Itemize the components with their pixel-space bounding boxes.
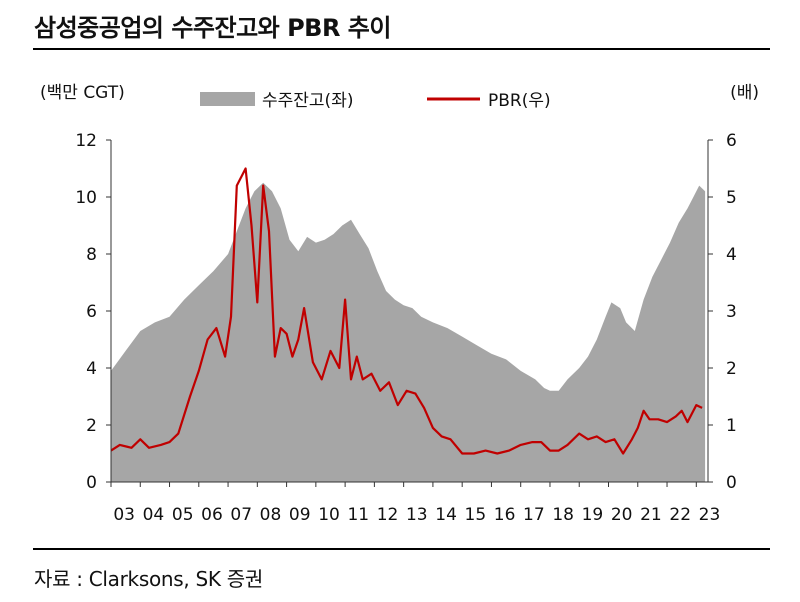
right-tick-label: 4 (726, 245, 737, 265)
x-tick-label: 18 (552, 505, 574, 525)
x-tick-label: 05 (172, 505, 194, 525)
x-tick-label: 20 (611, 505, 633, 525)
legend-label-backlog: 수주잔고(좌) (262, 91, 353, 111)
x-tick-label: 17 (523, 505, 545, 525)
x-tick-label: 19 (582, 505, 604, 525)
x-tick-label: 21 (640, 505, 662, 525)
x-tick-label: 12 (377, 505, 399, 525)
left-tick-label: 2 (86, 416, 97, 436)
x-tick-label: 11 (347, 505, 369, 525)
x-tick-label: 06 (201, 505, 223, 525)
left-tick-label: 10 (75, 188, 97, 208)
series-line-pbr (110, 167, 703, 455)
left-tick-label: 4 (86, 359, 97, 379)
right-axis-unit: (배) (730, 83, 759, 103)
right-tick-label: 1 (726, 416, 737, 436)
right-tick-label: 5 (726, 188, 737, 208)
x-tick-label: 10 (318, 505, 340, 525)
plot-area (110, 167, 706, 483)
x-tick-label: 23 (699, 505, 721, 525)
right-tick-label: 3 (726, 302, 737, 322)
left-tick-label: 12 (75, 131, 97, 151)
x-tick-label: 04 (143, 505, 165, 525)
x-tick-label: 07 (230, 505, 252, 525)
title-divider (33, 48, 770, 50)
series-area-backlog (111, 182, 706, 483)
left-tick-label: 8 (86, 245, 97, 265)
left-tick-label: 6 (86, 302, 97, 322)
right-tick-label: 6 (726, 131, 737, 151)
x-tick-label: 16 (494, 505, 516, 525)
left-tick-label: 0 (86, 473, 97, 493)
right-tick-label: 0 (726, 473, 737, 493)
left-axis-unit: (백만 CGT) (40, 83, 125, 103)
x-tick-label: 03 (113, 505, 135, 525)
chart-title: 삼성중공업의 수주잔고와 PBR 추이 (34, 14, 391, 42)
legend-label-pbr: PBR(우) (488, 91, 551, 111)
x-tick-label: 13 (406, 505, 428, 525)
legend: 수주잔고(좌) PBR(우) (200, 91, 551, 111)
x-tick-label: 15 (465, 505, 487, 525)
legend-swatch-area (200, 92, 255, 106)
source-note: 자료 : Clarksons, SK 증권 (34, 567, 263, 591)
x-tick-label: 09 (289, 505, 311, 525)
right-tick-label: 2 (726, 359, 737, 379)
source-divider (33, 548, 770, 550)
x-tick-label: 08 (260, 505, 282, 525)
x-tick-label: 14 (435, 505, 457, 525)
x-tick-label: 22 (669, 505, 691, 525)
